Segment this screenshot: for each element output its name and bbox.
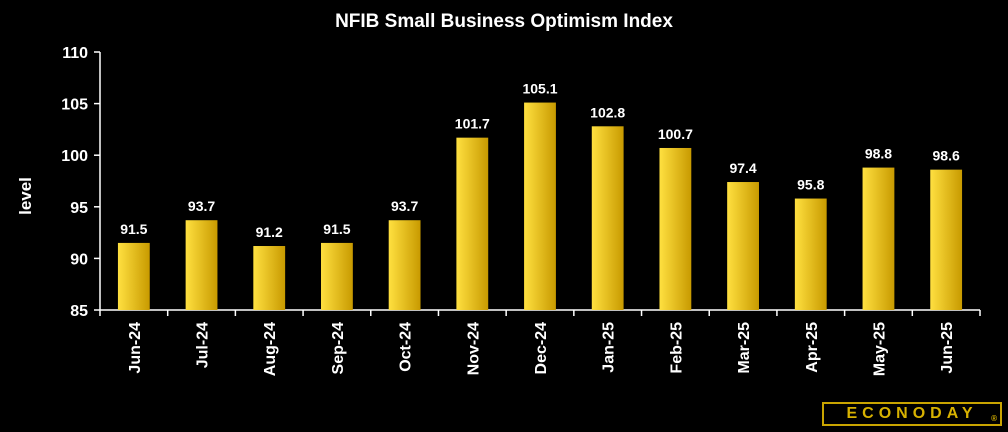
x-tick-label: Mar-25 — [736, 322, 753, 374]
x-tick-label: Feb-25 — [668, 322, 685, 374]
y-axis-label: level — [16, 177, 35, 215]
bar — [862, 167, 895, 310]
x-tick-label: Aug-24 — [262, 322, 279, 376]
x-tick-label: Jan-25 — [601, 322, 618, 373]
x-tick-label: Jun-24 — [127, 322, 144, 374]
data-label: 93.7 — [188, 198, 215, 214]
x-tick-label: Oct-24 — [398, 322, 415, 372]
data-label: 93.7 — [391, 198, 418, 214]
x-tick-label: Nov-24 — [465, 322, 482, 375]
bar — [456, 137, 489, 310]
y-tick-label: 105 — [61, 97, 88, 114]
data-label: 102.8 — [590, 104, 625, 120]
chart-title: NFIB Small Business Optimism Index — [335, 11, 673, 32]
bar — [117, 242, 150, 310]
x-tick-label: Jul-24 — [195, 322, 212, 368]
x-tick-label: Sep-24 — [330, 322, 347, 375]
data-label: 98.8 — [865, 146, 892, 162]
y-tick-label: 95 — [70, 200, 88, 217]
bar — [591, 126, 624, 310]
bar — [524, 102, 556, 311]
y-tick-label: 100 — [61, 148, 88, 165]
data-label: 91.2 — [256, 224, 283, 240]
data-label: 105.1 — [522, 81, 557, 97]
data-label: 95.8 — [797, 177, 824, 193]
plot-area: 85 90 95 100 105 110 91.5 Jun-24 93.7 Jul-24 91.2 A… — [61, 45, 981, 376]
data-label: 101.7 — [455, 116, 490, 132]
data-label: 91.5 — [323, 221, 350, 237]
bar — [321, 242, 353, 310]
econoday-logo: ECONODAY ® — [822, 402, 1002, 426]
bar — [727, 182, 759, 310]
bar — [659, 147, 692, 310]
bar — [794, 198, 827, 310]
data-label: 98.6 — [933, 148, 960, 164]
data-label: 100.7 — [658, 126, 693, 142]
y-tick-label: 85 — [70, 303, 88, 320]
bar — [253, 246, 286, 310]
x-tick-label: Dec-24 — [533, 322, 550, 375]
bar — [185, 220, 218, 310]
bar — [930, 169, 963, 310]
data-label: 91.5 — [120, 221, 147, 237]
x-tick-label: Apr-25 — [804, 322, 821, 373]
logo-text: ECONODAY — [846, 405, 978, 422]
data-label: 97.4 — [729, 160, 756, 176]
x-tick-label: May-25 — [871, 322, 888, 376]
y-tick-label: 90 — [70, 251, 88, 268]
registered-mark: ® — [991, 414, 997, 423]
y-tick-label: 110 — [62, 45, 88, 62]
bar — [388, 220, 421, 310]
x-tick-label: Jun-25 — [939, 322, 956, 374]
